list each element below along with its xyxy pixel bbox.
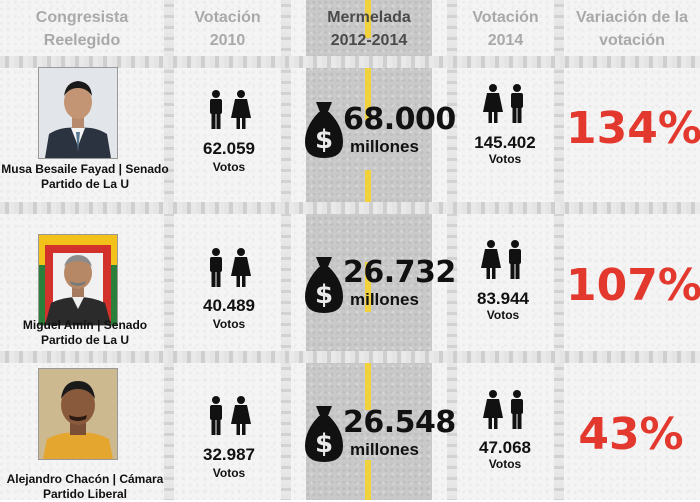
congressman-photo: [38, 368, 118, 460]
road-center-line: [365, 362, 371, 410]
row-divider: [0, 351, 700, 363]
header-votacion-2010: Votación 2010: [174, 6, 281, 52]
man-and-woman-icon: [206, 396, 252, 441]
row-divider: [0, 56, 700, 68]
name-line: Miguel Amín | Senado: [22, 318, 148, 332]
congressman-name: Musa Besaile Fayad | Senado Partido de L…: [0, 162, 170, 192]
road-center-line: [365, 170, 371, 210]
column-divider: [554, 0, 564, 500]
votes-2014-value: 83.944: [477, 289, 529, 308]
svg-text:$: $: [315, 280, 333, 310]
header-line: votación: [599, 32, 665, 49]
name-line: Musa Besaile Fayad | Senado: [1, 162, 169, 176]
header-line: Reelegido: [43, 32, 121, 49]
column-divider: [447, 0, 457, 500]
variation-percent: 43%: [578, 409, 684, 460]
votes-2010-value: 62.059: [203, 139, 255, 158]
mermelada-unit: millones: [350, 440, 419, 459]
congressman-photo: [38, 234, 118, 326]
header-line: 2010: [209, 32, 246, 49]
votes-2014-value: 145.402: [474, 133, 536, 152]
svg-text:$: $: [315, 125, 333, 155]
man-and-woman-icon: [480, 240, 526, 285]
mermelada-amount: 68.000: [343, 102, 456, 137]
party-line: Partido de La U: [40, 177, 129, 191]
mermelada-amount: 26.732: [343, 255, 456, 290]
header-line: Variación de la: [575, 9, 689, 26]
votes-2014-value: 47.068: [479, 438, 531, 457]
votes-label: Votos: [212, 160, 246, 174]
man-and-woman-icon: [482, 390, 528, 435]
money-bag-icon: $: [303, 100, 345, 165]
votes-label: Votos: [212, 466, 246, 480]
header-line: Votación: [472, 9, 539, 26]
votes-label: Votos: [488, 152, 522, 166]
mermelada-unit: millones: [350, 137, 419, 156]
variation-percent: 134%: [566, 103, 700, 154]
header-line: 2014: [487, 32, 524, 49]
header-line: Congresista: [35, 9, 129, 26]
header-votacion-2014: Votación 2014: [457, 6, 554, 52]
header-line: Mermelada: [327, 9, 411, 26]
money-bag-icon: $: [303, 255, 345, 320]
man-and-woman-icon: [206, 90, 252, 135]
variation-percent: 107%: [566, 260, 700, 311]
mermelada-unit: millones: [350, 290, 419, 309]
header-mermelada: Mermelada 2012-2014: [291, 6, 447, 52]
header-line: 2012-2014: [330, 32, 408, 49]
votes-2010-value: 32.987: [203, 445, 255, 464]
column-divider: [281, 0, 291, 500]
congressman-name: Alejandro Chacón | Cámara Partido Libera…: [0, 472, 170, 502]
road-center-line: [365, 0, 371, 38]
man-and-woman-icon: [482, 84, 528, 129]
header-congresista: Congresista Reelegido: [0, 6, 164, 52]
party-line: Partido Liberal: [42, 487, 128, 501]
votes-label: Votos: [486, 308, 520, 322]
congressman-name: Miguel Amín | Senado Partido de La U: [0, 318, 170, 348]
road-center-line: [365, 460, 371, 500]
column-divider: [164, 0, 174, 500]
header-line: Votación: [194, 9, 261, 26]
man-and-woman-icon: [206, 248, 252, 293]
votes-2010-value: 40.489: [203, 296, 255, 315]
votes-label: Votos: [212, 317, 246, 331]
mermelada-amount: 26.548: [343, 405, 456, 440]
row-divider: [0, 202, 700, 214]
name-line: Alejandro Chacón | Cámara: [6, 472, 164, 486]
money-bag-icon: $: [303, 404, 345, 469]
road-center-line: [365, 262, 371, 312]
party-line: Partido de La U: [40, 333, 129, 347]
svg-text:$: $: [315, 429, 333, 459]
road-center-line: [365, 68, 371, 120]
votes-label: Votos: [488, 457, 522, 471]
congressman-photo: [38, 67, 118, 159]
header-variacion: Variación de la votación: [564, 6, 700, 52]
